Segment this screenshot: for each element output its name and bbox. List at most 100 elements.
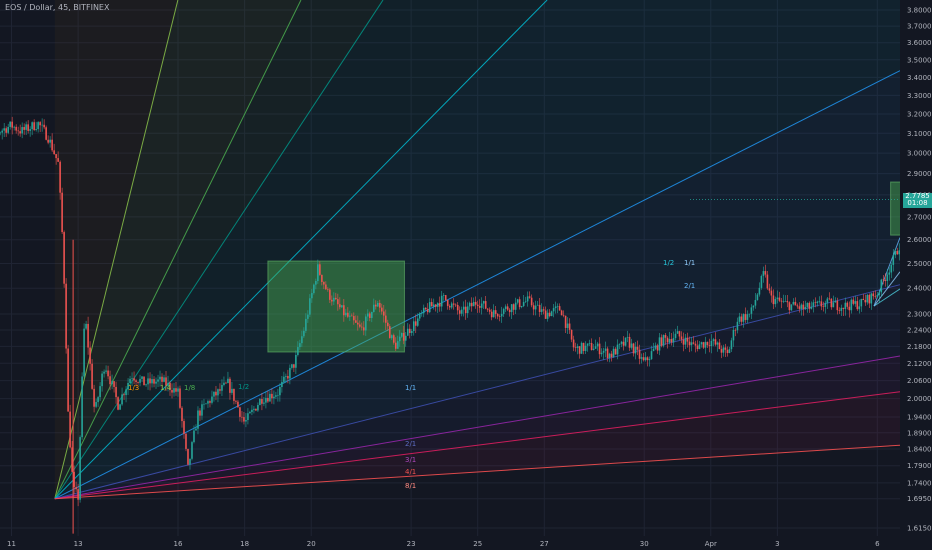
- candle-body: [131, 378, 133, 379]
- candle-body: [213, 391, 215, 397]
- candle-body: [678, 331, 681, 337]
- candle-body: [728, 349, 731, 353]
- candle-body: [662, 335, 665, 346]
- candle-body: [29, 129, 31, 131]
- candle-body: [828, 298, 831, 300]
- candle-body: [522, 302, 525, 307]
- price-tick-label: 1.8900: [907, 429, 932, 437]
- candle-body: [303, 330, 305, 337]
- candle-body: [506, 306, 509, 310]
- candle-body: [179, 388, 181, 408]
- candle-body: [169, 382, 171, 391]
- candle-body: [23, 127, 25, 130]
- price-axis[interactable]: 1.6150 1.6950 1.7400 1.7900 1.8400 1.8900 1.94…: [900, 0, 932, 550]
- candle-body: [289, 367, 291, 379]
- candle-body: [377, 302, 379, 307]
- candle-body: [295, 354, 297, 368]
- candle-body: [580, 342, 583, 354]
- candle-body: [856, 301, 859, 310]
- candle-body: [886, 274, 889, 281]
- candle-body: [732, 329, 735, 341]
- candle-body: [59, 161, 61, 193]
- candle-body: [123, 394, 125, 396]
- gann-fan-line: [54, 355, 901, 500]
- candle-body: [624, 337, 627, 346]
- time-tick-label: 20: [307, 540, 316, 548]
- candle-body: [496, 313, 499, 317]
- candle-body: [594, 346, 597, 349]
- candle-body: [458, 310, 461, 314]
- candle-body: [634, 346, 637, 354]
- candle-body: [317, 264, 319, 281]
- candle-body: [764, 271, 767, 275]
- candle-body: [472, 301, 475, 307]
- candle-body: [211, 396, 213, 403]
- time-axis[interactable]: 111316182023252730Apr368101315: [0, 536, 932, 550]
- candle-body: [602, 350, 605, 353]
- candle-body: [650, 351, 653, 360]
- candle-body: [101, 373, 103, 387]
- candle-body: [596, 343, 599, 347]
- candle-body: [498, 316, 501, 317]
- candle-body: [203, 403, 205, 405]
- candle-body: [321, 274, 323, 282]
- candle-body: [616, 344, 619, 355]
- candle-body: [820, 301, 823, 307]
- candle-body: [546, 312, 549, 319]
- candle-body: [299, 343, 301, 348]
- candle-body: [882, 279, 885, 281]
- candle-body: [426, 309, 429, 313]
- candle-body: [327, 289, 329, 290]
- candle-body: [786, 301, 789, 303]
- candle-body: [229, 378, 231, 393]
- candle-body: [694, 343, 697, 346]
- gann-fan-line: [54, 0, 384, 500]
- candle-body: [205, 403, 207, 405]
- candle-body: [17, 130, 19, 132]
- candle-body: [95, 402, 97, 407]
- candle-body: [668, 338, 671, 343]
- candle-body: [41, 124, 43, 126]
- gann-fan-2-line: [873, 237, 901, 307]
- candle-body: [255, 408, 257, 411]
- candle-body: [173, 388, 175, 393]
- last-price-tag: 2.7785 01:08: [903, 192, 932, 208]
- gann-fan-2-line: [873, 271, 901, 307]
- candle-body: [251, 409, 253, 412]
- candle-body: [450, 303, 453, 308]
- price-tick-label: 2.6000: [907, 236, 932, 244]
- candle-body: [888, 272, 891, 275]
- candle-body: [19, 131, 21, 134]
- candle-body: [384, 315, 387, 323]
- candle-body: [536, 304, 539, 306]
- candle-body: [520, 306, 523, 308]
- candle-body: [323, 281, 325, 285]
- candle-body: [363, 327, 365, 331]
- candle-body: [872, 293, 875, 297]
- candle-body: [578, 346, 581, 354]
- candle-body: [57, 158, 59, 162]
- candle-body: [91, 363, 93, 389]
- candle-body: [742, 314, 745, 322]
- candle-body: [432, 304, 435, 307]
- candle-body: [484, 301, 487, 309]
- candle-body: [11, 121, 13, 128]
- gann-fan-label: 8/1: [405, 482, 416, 490]
- symbol-title: EOS / Dollar, 45, BITFINEX: [5, 3, 110, 12]
- candle-body: [468, 302, 471, 307]
- price-tick-label: 2.4000: [907, 285, 932, 293]
- candle-body: [408, 328, 411, 333]
- candle-body: [371, 311, 373, 318]
- candle-body: [626, 336, 629, 338]
- bar-countdown: 01:08: [907, 199, 928, 208]
- candle-body: [390, 335, 393, 339]
- time-tick-label: 30: [640, 540, 649, 548]
- candle-body: [766, 274, 769, 289]
- candle-body: [566, 323, 569, 328]
- candle-body: [436, 303, 439, 307]
- candle-body: [291, 364, 293, 368]
- candle-body: [778, 297, 781, 301]
- candle-body: [337, 299, 339, 305]
- candle-body: [325, 284, 327, 290]
